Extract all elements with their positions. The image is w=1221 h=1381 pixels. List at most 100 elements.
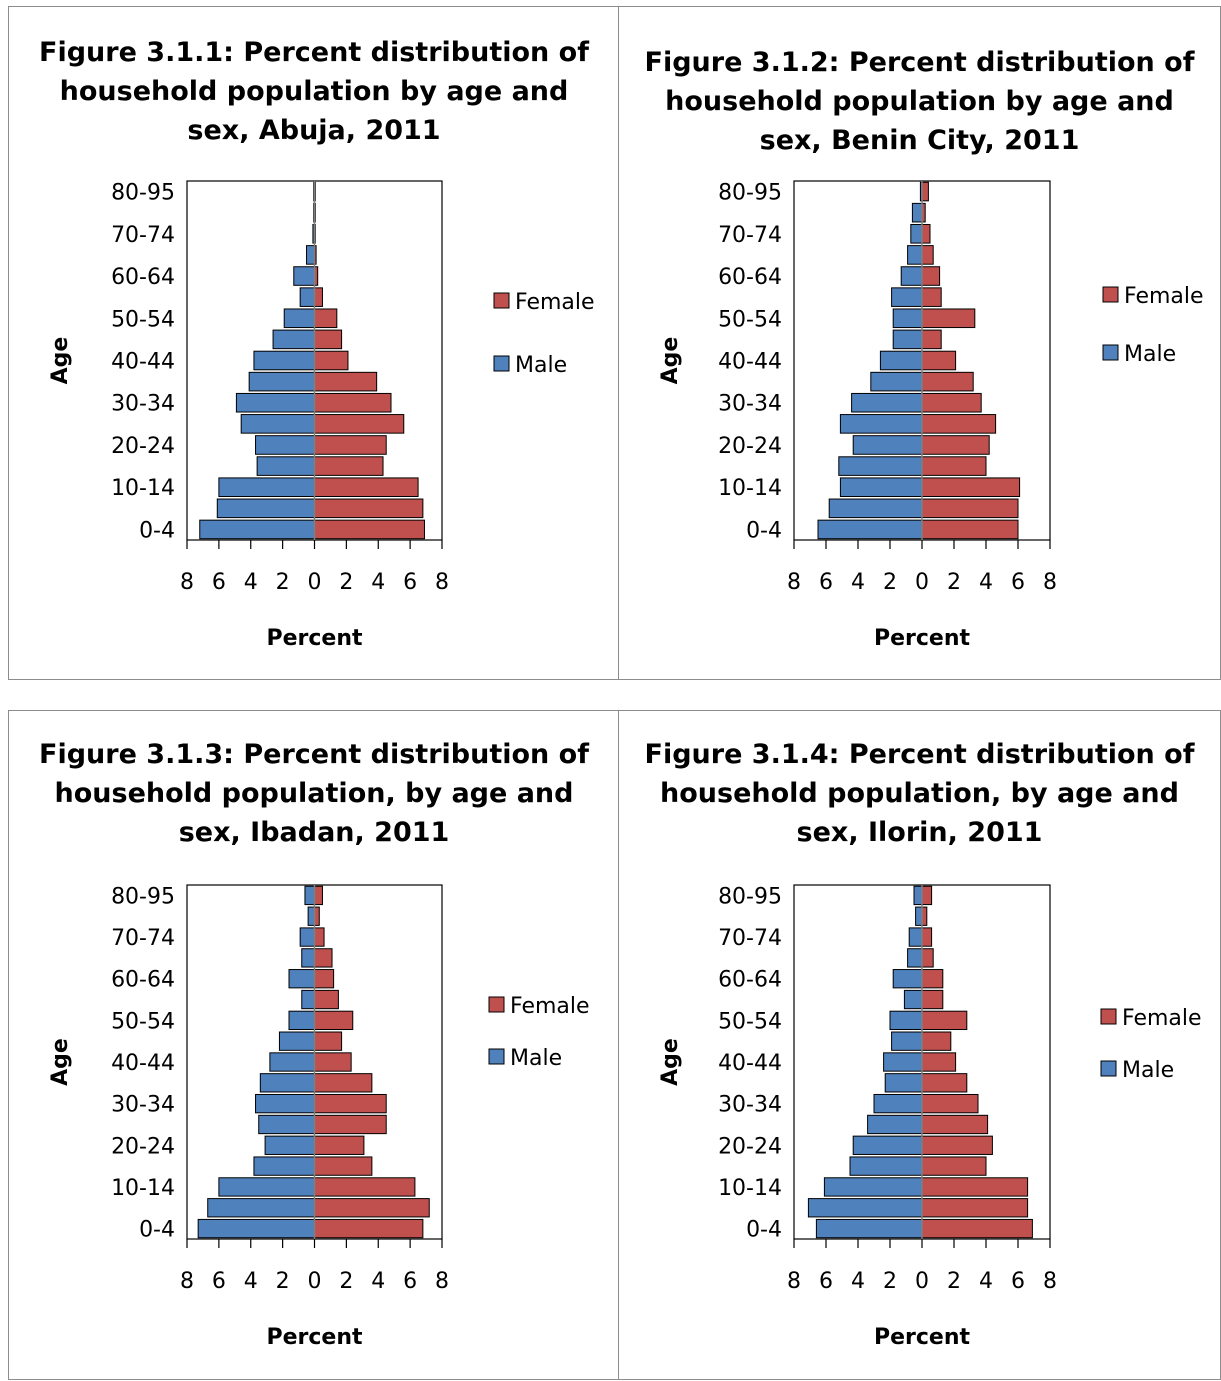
bar-female-40-44 <box>314 350 349 371</box>
y-tick-label: 50-54 <box>111 1009 175 1034</box>
y-tick-label: 80-95 <box>718 884 782 909</box>
legend-label-male: Male <box>510 1046 562 1071</box>
bar-male-55-59 <box>903 989 923 1010</box>
x-tick-label: 8 <box>180 570 194 595</box>
y-tick-label: 10-14 <box>111 476 175 501</box>
chart-title-line: Figure 3.1.4: Percent distribution of <box>644 739 1195 770</box>
bar-female-40-44 <box>314 1052 352 1072</box>
bar-female-0-4 <box>314 1218 424 1239</box>
population-pyramid-chart: 0-410-1420-2430-3440-4450-5460-6470-7480… <box>658 884 1202 1350</box>
bar-male-20-24 <box>264 1135 315 1155</box>
chart-title-line: household population by age and <box>59 76 569 107</box>
y-tick-label: 40-44 <box>111 1051 175 1076</box>
x-axis-title: Percent <box>266 626 363 651</box>
legend-label-female: Female <box>515 290 595 315</box>
bar-female-70-74 <box>921 927 933 947</box>
x-axis-title: Percent <box>874 626 971 651</box>
y-axis-title: Age <box>48 1038 73 1086</box>
x-tick-label: 6 <box>819 570 833 595</box>
bar-male-80-95 <box>304 885 315 906</box>
legend-swatch-male <box>1102 344 1119 361</box>
bar-female-45-49 <box>314 1031 343 1051</box>
population-pyramid-chart: 0-410-1420-2430-3440-4450-5460-6470-7480… <box>48 180 595 651</box>
bar-female-25-29 <box>314 1114 387 1135</box>
y-tick-label: 20-24 <box>718 434 782 459</box>
y-tick-label: 20-24 <box>111 1134 175 1159</box>
x-tick-label: 2 <box>883 1269 897 1294</box>
bar-male-15-19 <box>256 456 315 476</box>
y-tick-label: 40-44 <box>718 350 782 375</box>
bar-female-70-74 <box>921 224 931 244</box>
bar-female-15-19 <box>314 1156 373 1176</box>
x-tick-label: 8 <box>1043 570 1057 595</box>
bar-female-35-39 <box>921 1073 968 1093</box>
legend-swatch-male <box>488 1048 505 1065</box>
legend-swatch-male <box>1100 1060 1117 1077</box>
y-tick-label: 30-34 <box>111 392 175 417</box>
bar-male-55-59 <box>891 287 923 307</box>
x-tick-label: 2 <box>276 1269 290 1294</box>
x-tick-label: 6 <box>819 1269 833 1294</box>
x-tick-label: 2 <box>276 570 290 595</box>
bar-male-30-34 <box>873 1093 923 1114</box>
bar-male-50-54 <box>889 1010 923 1031</box>
bar-female-20-24 <box>314 435 387 455</box>
bar-male-40-44 <box>269 1052 315 1072</box>
x-tick-label: 4 <box>371 1269 385 1294</box>
chart-panel-ilorin: Figure 3.1.4: Percent distribution of ho… <box>618 710 1221 1380</box>
bar-female-25-29 <box>314 414 405 434</box>
bar-male-10-14 <box>839 477 923 497</box>
bar-male-5-9 <box>828 498 923 519</box>
bar-male-5-9 <box>807 1198 923 1218</box>
x-tick-label: 8 <box>787 570 801 595</box>
bar-female-5-9 <box>314 1198 430 1218</box>
chart-title-line: household population by age and <box>665 86 1174 117</box>
bar-female-35-39 <box>314 371 378 392</box>
x-tick-label: 4 <box>371 570 385 595</box>
y-tick-label: 70-74 <box>718 223 782 248</box>
bar-male-10-14 <box>218 1177 315 1197</box>
x-tick-label: 2 <box>947 570 961 595</box>
bar-male-60-64 <box>293 266 315 286</box>
legend-swatch-female <box>488 996 505 1013</box>
bar-male-10-14 <box>218 477 315 497</box>
y-axis-title: Age <box>658 337 683 385</box>
bar-female-55-59 <box>921 989 944 1010</box>
bar-male-45-49 <box>891 1031 923 1051</box>
bar-male-25-29 <box>839 414 923 434</box>
chart-title-line: sex, Ibadan, 2011 <box>178 817 450 848</box>
bar-female-50-54 <box>314 308 338 329</box>
bar-female-0-4 <box>921 1218 1033 1239</box>
bar-female-5-9 <box>314 498 424 519</box>
bar-female-65-69 <box>921 948 934 968</box>
x-tick-label: 4 <box>979 1269 993 1294</box>
y-tick-label: 0-4 <box>746 1218 782 1243</box>
bar-male-30-34 <box>851 392 923 413</box>
population-pyramid-chart: 0-410-1420-2430-3440-4450-5460-6470-7480… <box>48 884 590 1350</box>
bar-male-75-79 <box>307 906 315 926</box>
x-tick-label: 2 <box>883 570 897 595</box>
bar-female-10-14 <box>314 477 419 497</box>
bar-female-55-59 <box>921 287 942 307</box>
bar-female-0-4 <box>921 519 1019 540</box>
bar-male-80-95 <box>913 885 923 906</box>
chart-title-line: Figure 3.1.1: Percent distribution of <box>39 37 589 68</box>
y-axis-title: Age <box>658 1038 683 1086</box>
bar-female-50-54 <box>921 1010 968 1031</box>
bar-female-40-44 <box>921 1052 957 1072</box>
bar-male-25-29 <box>240 414 315 434</box>
bar-male-20-24 <box>852 435 923 455</box>
bar-male-55-59 <box>301 989 315 1010</box>
bar-male-50-54 <box>892 308 923 329</box>
legend-swatch-female <box>1100 1008 1117 1025</box>
y-tick-label: 0-4 <box>139 1218 175 1243</box>
chart-panel-ibadan: Figure 3.1.3: Percent distribution of ho… <box>8 710 620 1380</box>
bar-female-5-9 <box>921 1198 1029 1218</box>
y-tick-label: 80-95 <box>718 181 782 206</box>
bar-female-20-24 <box>921 1135 993 1155</box>
x-axis-title: Percent <box>266 1325 363 1350</box>
y-tick-label: 50-54 <box>718 307 782 332</box>
bar-female-15-19 <box>921 1156 987 1176</box>
bar-male-15-19 <box>253 1156 315 1176</box>
legend-swatch-male <box>493 355 510 372</box>
